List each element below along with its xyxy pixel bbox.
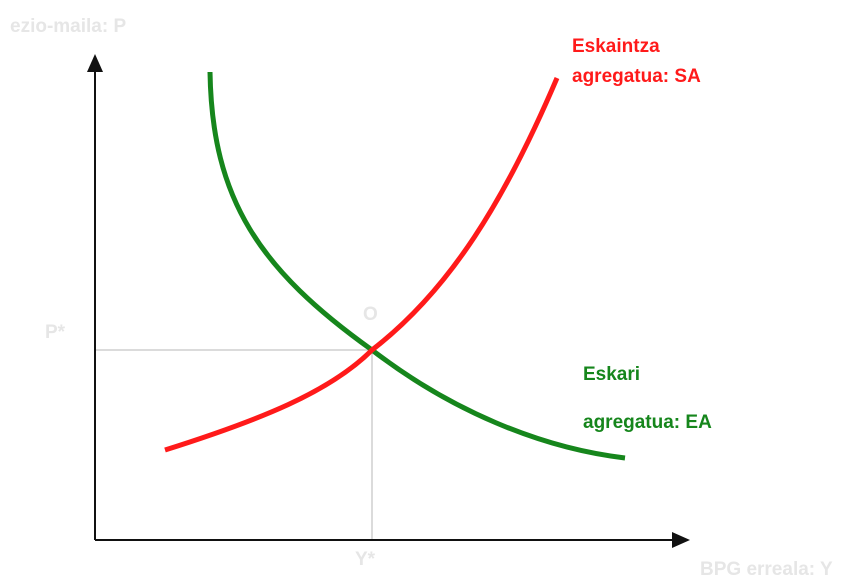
p-star-label: P* [45,322,66,343]
supply-label: agregatua: SA [572,66,701,87]
y-axis-label: ezio-maila: P [10,16,126,37]
supply-label: Eskaintza [572,36,660,57]
equilibrium-label: O [363,304,378,325]
demand-label: agregatua: EA [583,412,712,433]
demand-curve [207,71,626,461]
supply-curve [164,77,560,453]
y-star-label: Y* [355,549,376,570]
x-axis-label: BPG erreala: Y [700,559,833,580]
demand-label: Eskari [583,364,640,385]
